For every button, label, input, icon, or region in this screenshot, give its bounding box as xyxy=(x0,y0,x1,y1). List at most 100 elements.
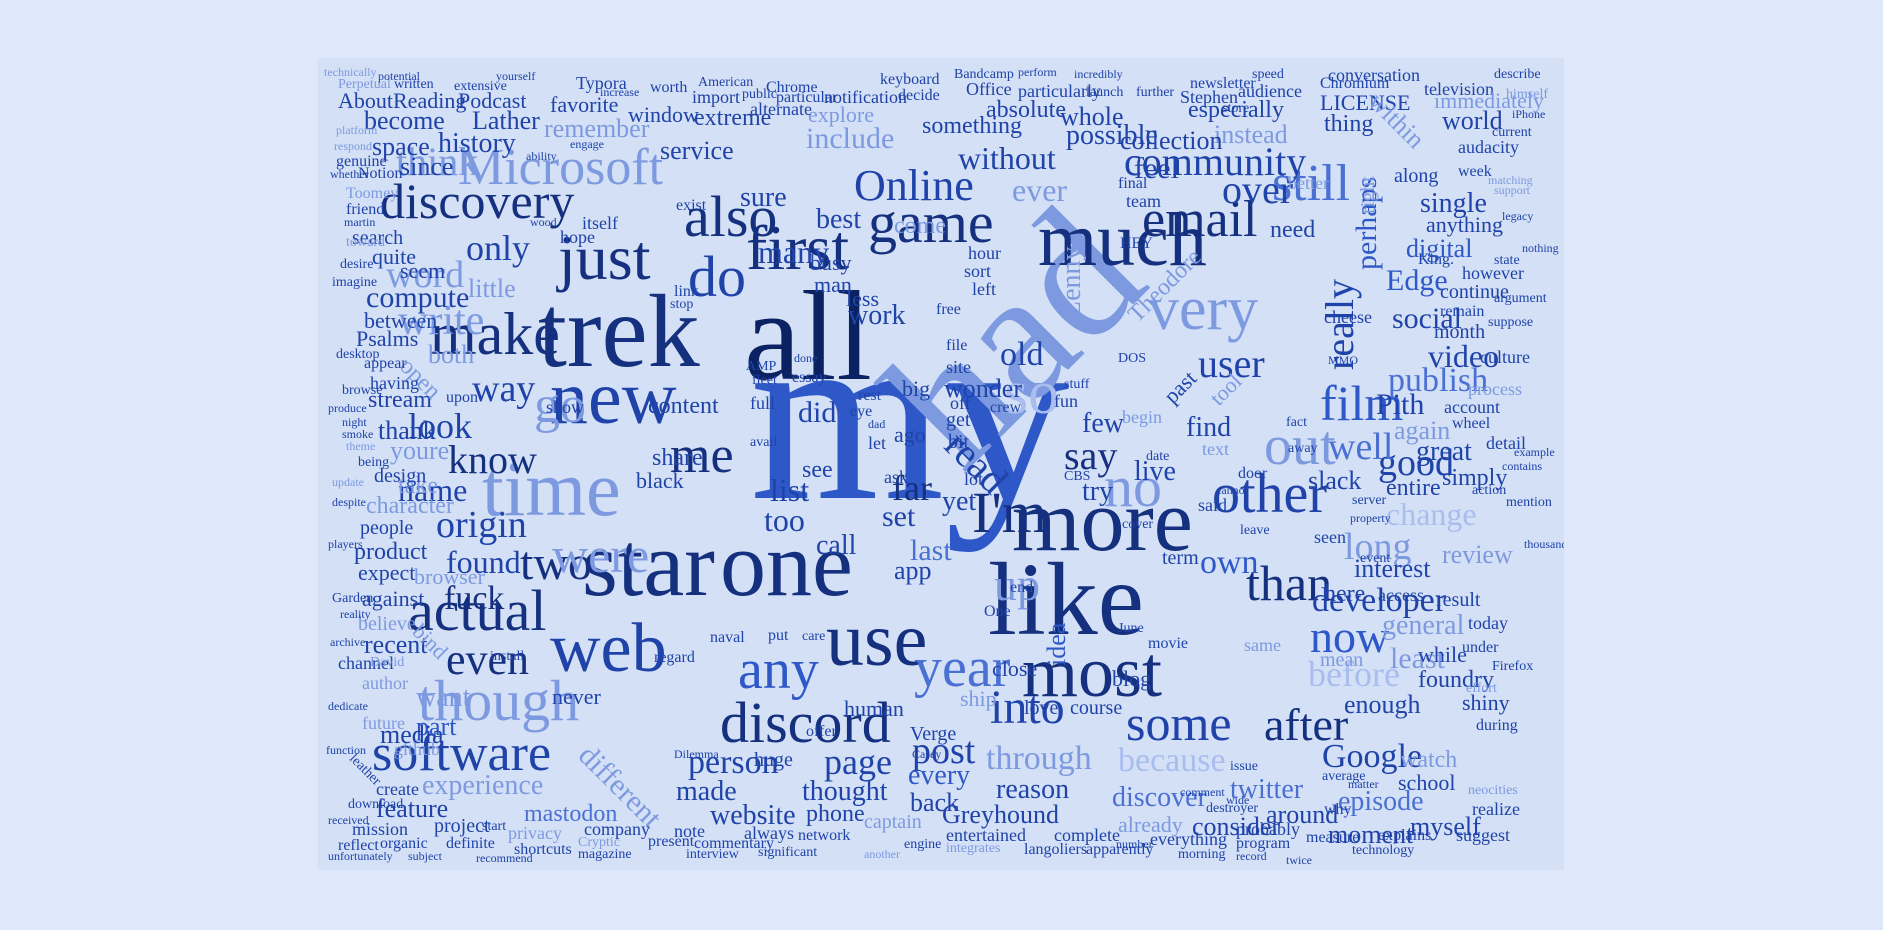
word: newsletter xyxy=(1190,75,1256,92)
word: complete xyxy=(1054,825,1120,845)
word: week xyxy=(1458,163,1492,180)
word: commentary xyxy=(694,835,774,852)
word: come xyxy=(894,213,946,239)
word: many xyxy=(758,234,830,270)
word: twice xyxy=(1286,853,1312,867)
word: I'm xyxy=(972,480,1047,545)
word: best xyxy=(816,204,862,235)
word: own xyxy=(1200,544,1259,581)
word: note xyxy=(674,821,705,841)
word: mission xyxy=(352,819,409,839)
word: fun xyxy=(1054,391,1078,411)
word: cover xyxy=(1122,517,1154,532)
word: movie xyxy=(1148,635,1188,652)
word: contains xyxy=(1502,459,1542,473)
word: more xyxy=(1012,473,1193,570)
word: suppose xyxy=(1488,315,1534,330)
word: ago xyxy=(894,422,926,447)
word: change xyxy=(1386,496,1477,532)
word: another xyxy=(864,847,900,861)
word: LICENSE xyxy=(1320,90,1411,115)
word: notification xyxy=(824,87,907,107)
word: Cryptic xyxy=(578,835,620,850)
word: players xyxy=(328,537,363,551)
word: only xyxy=(466,228,531,268)
word: conversation xyxy=(1328,65,1420,85)
word: anything xyxy=(1426,212,1503,237)
word: website xyxy=(710,800,796,831)
word: bit xyxy=(948,431,970,453)
word: hope xyxy=(560,227,595,247)
word: now xyxy=(1310,611,1390,662)
word: first xyxy=(746,212,850,283)
word: night xyxy=(342,415,367,429)
word: definite xyxy=(446,835,495,852)
word: company xyxy=(584,819,650,839)
word: thing xyxy=(1324,111,1374,137)
word: speed xyxy=(1252,67,1284,82)
word: favorite xyxy=(550,92,619,117)
word: especially xyxy=(1188,97,1284,123)
word: some xyxy=(1126,695,1232,751)
word: github xyxy=(394,739,441,759)
word: Lenny xyxy=(1056,246,1087,318)
word: product xyxy=(354,539,428,565)
word: Typora xyxy=(576,73,627,93)
word: seem xyxy=(400,258,446,283)
word: Perpetual xyxy=(338,77,391,92)
word: myself xyxy=(1410,812,1481,841)
word: immediately xyxy=(1434,88,1544,113)
word: me xyxy=(670,427,734,484)
word: though xyxy=(418,668,580,733)
word: shiny xyxy=(1462,690,1510,715)
word: describe xyxy=(1494,67,1541,82)
word: integrates xyxy=(946,841,1001,856)
word: ever xyxy=(1012,172,1068,208)
word: same xyxy=(1244,635,1281,655)
word: avail xyxy=(750,435,778,450)
word: idea xyxy=(1042,622,1071,666)
word: smoke xyxy=(342,427,374,441)
word: browse xyxy=(342,383,383,398)
word: technology xyxy=(1352,843,1415,858)
word: matter xyxy=(1348,777,1379,791)
word: David xyxy=(370,655,405,670)
word: property xyxy=(1350,511,1391,525)
word: realize xyxy=(1472,799,1520,819)
word: become xyxy=(364,106,445,135)
word: after xyxy=(1264,699,1349,750)
word: episode xyxy=(1338,786,1424,817)
word: try xyxy=(1082,476,1114,507)
word: yourself xyxy=(496,69,536,83)
word: every xyxy=(908,760,971,791)
word: even xyxy=(446,635,530,684)
word: access xyxy=(1378,585,1424,605)
word: reality xyxy=(340,607,371,621)
word: himself xyxy=(1506,87,1548,102)
word: away xyxy=(1288,441,1318,456)
word: future xyxy=(362,713,405,733)
word: space xyxy=(372,132,430,161)
word: destroyer xyxy=(1206,801,1259,816)
word: final xyxy=(1118,175,1148,192)
word: written xyxy=(394,77,434,92)
word: culture xyxy=(1480,347,1530,367)
word: seen xyxy=(1314,527,1346,547)
word: audience xyxy=(1238,81,1302,101)
word: page xyxy=(824,742,892,782)
word: like xyxy=(988,542,1144,657)
word: project xyxy=(434,815,490,837)
word: well xyxy=(1328,426,1394,468)
word: decide xyxy=(898,87,940,104)
word: way xyxy=(472,368,536,410)
word: whether xyxy=(330,167,369,181)
word: martin xyxy=(344,215,376,229)
word: post xyxy=(912,730,976,772)
word: year xyxy=(914,637,1011,699)
word: thousand xyxy=(1524,537,1564,551)
word: work xyxy=(848,300,906,331)
word: know xyxy=(448,437,537,482)
word: digital xyxy=(1406,234,1473,263)
word: watch xyxy=(1400,747,1458,773)
word: subject xyxy=(408,849,442,863)
